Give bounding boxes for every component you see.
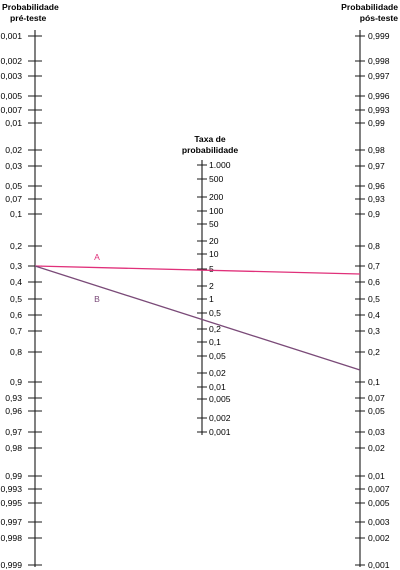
- left-scale-tick-label: 0,998: [0, 533, 22, 543]
- left-scale-tick-label: 0,005: [0, 91, 22, 101]
- left-scale-ticks: 0,001 0,002 0,003 0,005 0,007 0,01 0,02 0,03 0,0…: [0, 31, 42, 570]
- middle-scale-tick-label: 0,2: [209, 324, 221, 334]
- left-scale-tick-label: 0,997: [0, 517, 22, 527]
- right-scale-tick-label: 0,993: [368, 105, 390, 115]
- right-title-line2: pós-teste: [360, 13, 398, 23]
- left-scale-tick-label: 0,5: [10, 294, 22, 304]
- right-scale-tick-label: 0,7: [368, 261, 380, 271]
- left-scale-tick-label: 0,2: [10, 241, 22, 251]
- middle-scale-tick-label: 200: [209, 192, 224, 202]
- right-scale-tick-label: 0,9: [368, 209, 380, 219]
- left-scale-tick-label: 0,96: [5, 406, 22, 416]
- line-b: [34, 265, 361, 371]
- middle-scale-tick-label: 0,001: [209, 427, 231, 437]
- right-scale-tick-label: 0,6: [368, 277, 380, 287]
- left-title-line2: pré-teste: [10, 13, 47, 23]
- left-scale-tick-label: 0,6: [10, 310, 22, 320]
- middle-scale-tick-label: 0,02: [209, 368, 226, 378]
- right-scale-tick-label: 0,4: [368, 310, 380, 320]
- right-scale-tick-label: 0,005: [368, 498, 390, 508]
- middle-scale-tick-label: 100: [209, 206, 224, 216]
- right-scale-tick-label: 0,3: [368, 326, 380, 336]
- right-scale-tick-label: 0,002: [368, 533, 390, 543]
- left-scale-tick-label: 0,3: [10, 261, 22, 271]
- right-scale-tick-label: 0,003: [368, 517, 390, 527]
- middle-scale-tick-label: 0,05: [209, 351, 226, 361]
- middle-scale-tick-label: 10: [209, 249, 219, 259]
- line-b-label: B: [94, 294, 100, 304]
- right-scale-tick-label: 0,998: [368, 56, 390, 66]
- right-scale-tick-label: 0,05: [368, 406, 385, 416]
- middle-scale-tick-label: 0,5: [209, 308, 221, 318]
- left-scale-tick-label: 0,97: [5, 427, 22, 437]
- left-scale-tick-label: 0,05: [5, 181, 22, 191]
- middle-scale-tick-label: 50: [209, 219, 219, 229]
- middle-scale-tick-label: 1: [209, 294, 214, 304]
- left-scale-tick-label: 0,001: [0, 31, 22, 41]
- left-scale-title: Probabilidade pré-teste: [2, 2, 59, 23]
- left-scale-tick-label: 0,003: [0, 71, 22, 81]
- left-scale-tick-label: 0,03: [5, 161, 22, 171]
- right-scale-tick-label: 0,1: [368, 377, 380, 387]
- right-scale-ticks: 0,999 0,998 0,997 0,996 0,993 0,99 0,98 0,97 0,9…: [355, 31, 390, 570]
- middle-scale-ticks: 1.000 500 200 100 50 20 10 5 2 1 0,5 0,2 0,1 0,05 0,02…: [197, 160, 231, 437]
- right-scale-tick-label: 0,01: [368, 471, 385, 481]
- right-scale-tick-label: 0,98: [368, 145, 385, 155]
- right-scale-tick-label: 0,03: [368, 427, 385, 437]
- right-scale-tick-label: 0,001: [368, 560, 390, 570]
- middle-scale-title: Taxa de probabilidade: [182, 134, 239, 155]
- right-scale-title: Probabilidade pós-teste: [341, 2, 398, 23]
- line-a-label: A: [94, 252, 100, 262]
- right-scale-tick-label: 0,96: [368, 181, 385, 191]
- left-scale-tick-label: 0,4: [10, 277, 22, 287]
- line-a: [34, 265, 361, 275]
- right-scale-tick-label: 0,93: [368, 194, 385, 204]
- right-scale-tick-label: 0,997: [368, 71, 390, 81]
- middle-scale-tick-label: 5: [209, 264, 214, 274]
- right-scale-tick-label: 0,07: [368, 393, 385, 403]
- right-scale-tick-label: 0,99: [368, 118, 385, 128]
- right-scale-tick-label: 0,02: [368, 443, 385, 453]
- left-scale-tick-label: 0,1: [10, 209, 22, 219]
- right-scale-tick-label: 0,5: [368, 294, 380, 304]
- middle-scale-tick-label: 0,005: [209, 394, 231, 404]
- left-scale-tick-label: 0,99: [5, 471, 22, 481]
- right-scale-tick-label: 0,8: [368, 241, 380, 251]
- middle-scale-tick-label: 500: [209, 174, 224, 184]
- middle-scale-tick-label: 0,002: [209, 413, 231, 423]
- left-scale-tick-label: 0,993: [0, 484, 22, 494]
- left-scale-tick-label: 0,002: [0, 56, 22, 66]
- left-scale-tick-label: 0,7: [10, 326, 22, 336]
- middle-scale-tick-label: 2: [209, 281, 214, 291]
- left-scale-tick-label: 0,9: [10, 377, 22, 387]
- right-scale-tick-label: 0,996: [368, 91, 390, 101]
- left-scale-tick-label: 0,999: [0, 560, 22, 570]
- left-scale-tick-label: 0,007: [0, 105, 22, 115]
- middle-scale-tick-label: 0,01: [209, 382, 226, 392]
- right-scale-tick-label: 0,999: [368, 31, 390, 41]
- middle-scale-tick-label: 20: [209, 236, 219, 246]
- left-scale-tick-label: 0,93: [5, 393, 22, 403]
- left-scale-tick-label: 0,07: [5, 194, 22, 204]
- right-title-line1: Probabilidade: [341, 2, 398, 12]
- right-scale-tick-label: 0,007: [368, 484, 390, 494]
- left-scale-tick-label: 0,02: [5, 145, 22, 155]
- right-scale-tick-label: 0,2: [368, 347, 380, 357]
- middle-title-line2: probabilidade: [182, 145, 239, 155]
- left-scale-tick-label: 0,8: [10, 347, 22, 357]
- left-title-line1: Probabilidade: [2, 2, 59, 12]
- left-scale-tick-label: 0,01: [5, 118, 22, 128]
- right-scale-tick-label: 0,97: [368, 161, 385, 171]
- left-scale-tick-label: 0,98: [5, 443, 22, 453]
- middle-title-line1: Taxa de: [194, 134, 226, 144]
- left-scale-tick-label: 0,995: [0, 498, 22, 508]
- middle-scale-tick-label: 0,1: [209, 337, 221, 347]
- middle-scale-tick-label: 1.000: [209, 160, 231, 170]
